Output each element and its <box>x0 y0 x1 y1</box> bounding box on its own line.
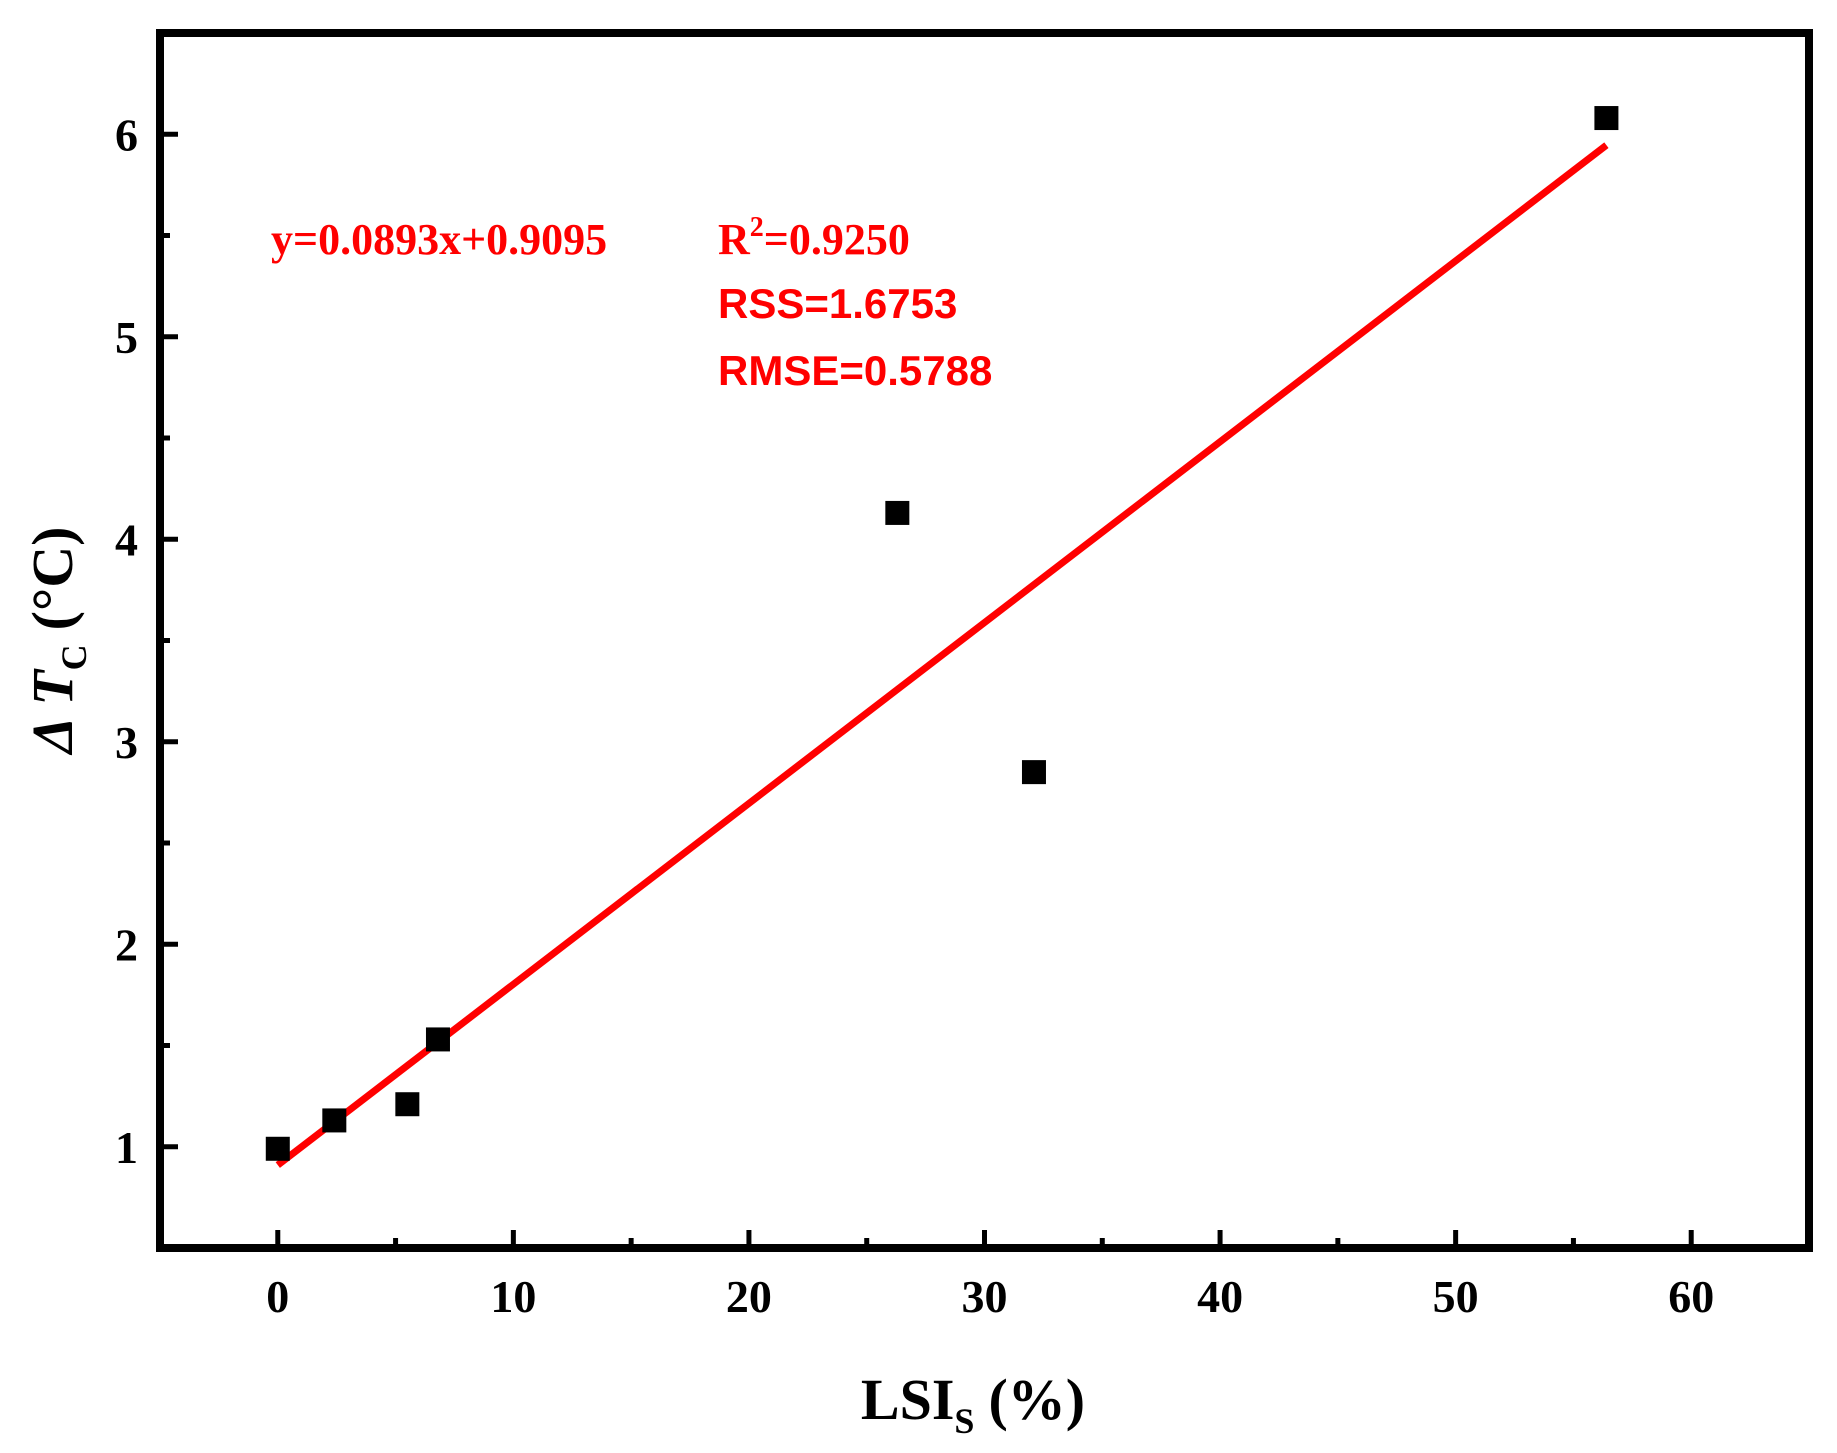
data-point <box>395 1092 420 1117</box>
y-axis-title-main: Δ T <box>20 668 85 756</box>
data-point <box>1021 760 1046 785</box>
y-tick-label: 2 <box>115 919 138 970</box>
y-axis-title-sub: C <box>54 644 94 670</box>
x-tick-label: 40 <box>1197 1271 1243 1322</box>
x-axis-title-sub: S <box>954 1401 974 1441</box>
y-tick-label: 4 <box>115 514 138 565</box>
rss-label: RSS=1.6753 <box>718 280 957 327</box>
fit-annotation: y=0.0893x+0.9095 R2=0.9250 RSS=1.6753 RM… <box>271 212 992 394</box>
x-tick-label: 50 <box>1433 1271 1479 1322</box>
x-tick-label: 30 <box>962 1271 1008 1322</box>
y-tick-label: 3 <box>115 717 138 768</box>
data-point <box>885 500 910 525</box>
fit-equation: y=0.0893x+0.9095 <box>271 215 607 264</box>
x-axis-title-main: LSI <box>861 1367 955 1432</box>
y-tick-label: 1 <box>115 1122 138 1173</box>
x-tick-label: 10 <box>490 1271 536 1322</box>
x-tick-label: 0 <box>266 1271 289 1322</box>
y-tick-label: 5 <box>115 312 138 363</box>
ticks-layer: 0 10 20 30 40 50 60 1 2 3 4 5 6 <box>115 109 1714 1322</box>
rmse-label: RMSE=0.5788 <box>718 347 992 394</box>
x-tick-label: 20 <box>726 1271 772 1322</box>
data-point <box>322 1108 347 1133</box>
y-axis-title: Δ TC (°C) <box>20 527 94 756</box>
data-point <box>265 1136 290 1161</box>
r-squared-sup: 2 <box>750 212 764 243</box>
data-point <box>1594 106 1619 131</box>
r-squared-value: =0.9250 <box>764 215 910 264</box>
y-axis-title-unit: (°C) <box>20 527 85 631</box>
fit-layer <box>275 142 1609 1168</box>
data-point <box>425 1027 450 1052</box>
r-squared-label: R2=0.9250 <box>718 212 910 264</box>
x-tick-label: 60 <box>1668 1271 1714 1322</box>
fit-line <box>275 142 1609 1168</box>
y-tick-label: 6 <box>115 109 138 160</box>
x-axis-title-unit: (%) <box>988 1367 1085 1432</box>
x-axis-title: LSIS (%) <box>861 1367 1085 1441</box>
points-layer <box>265 106 1619 1161</box>
r-squared-r: R <box>718 215 751 264</box>
